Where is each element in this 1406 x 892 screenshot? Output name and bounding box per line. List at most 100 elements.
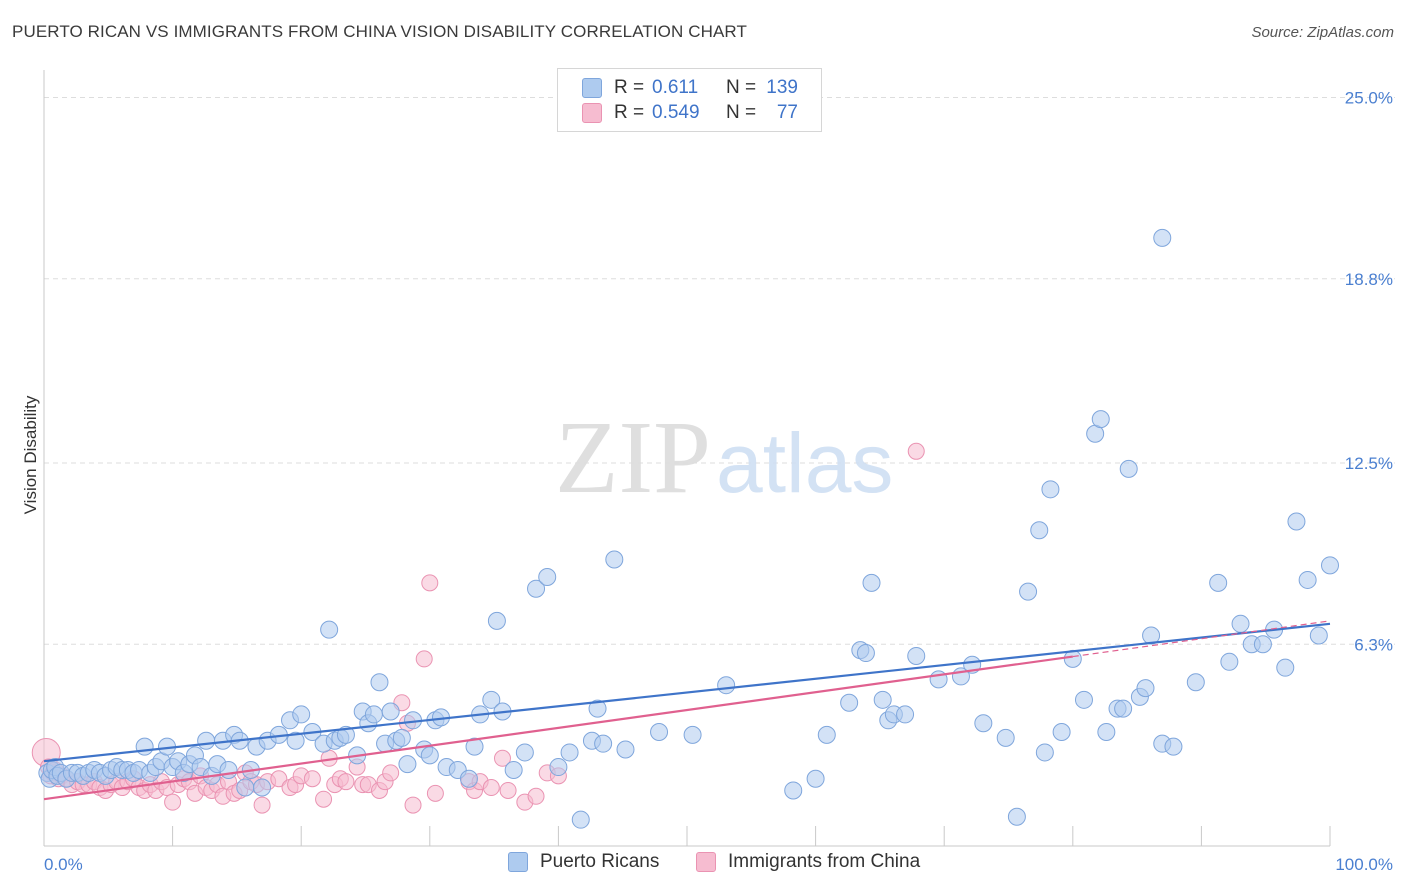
point-puerto-ricans (1164, 737, 1183, 756)
x-tick-label: 100.0% (1335, 855, 1393, 874)
point-puerto-ricans (1220, 652, 1239, 671)
watermark-atlas: atlas (716, 416, 893, 510)
point-puerto-ricans (996, 728, 1015, 747)
series-puerto-ricans (38, 228, 1339, 829)
point-puerto-ricans (650, 722, 669, 741)
legend-swatch-pink (582, 103, 602, 123)
point-puerto-ricans (286, 731, 305, 750)
point-puerto-ricans (219, 760, 238, 779)
point-puerto-ricans (856, 644, 875, 663)
point-puerto-ricans (1035, 743, 1054, 762)
point-puerto-ricans (236, 778, 255, 797)
source-label: Source: ZipAtlas.com (1251, 24, 1394, 41)
legend-item-puerto-ricans[interactable]: Puerto Ricans (508, 851, 659, 873)
point-puerto-ricans (1253, 635, 1272, 654)
point-puerto-ricans (392, 728, 411, 747)
point-puerto-ricans (1309, 626, 1328, 645)
point-immigrants-from-china (527, 787, 545, 805)
y-tick-label: 18.8% (1345, 270, 1393, 289)
point-puerto-ricans (398, 755, 417, 774)
legend-label: Immigrants from China (728, 851, 921, 872)
point-puerto-ricans (292, 705, 311, 724)
point-puerto-ricans (571, 810, 590, 829)
point-puerto-ricans (336, 725, 355, 744)
point-puerto-ricans (840, 693, 859, 712)
point-puerto-ricans (605, 550, 624, 569)
point-puerto-ricans (616, 740, 635, 759)
point-puerto-ricans (683, 725, 702, 744)
point-puerto-ricans (459, 769, 478, 788)
point-puerto-ricans (1091, 410, 1110, 429)
legend-label: Puerto Ricans (540, 851, 660, 872)
tick-labels: 6.3% 12.5% 18.8% 25.0% 0.0% 100.0% (44, 89, 1393, 874)
point-puerto-ricans (873, 690, 892, 709)
point-puerto-ricans (364, 705, 383, 724)
point-puerto-ricans (717, 676, 736, 695)
legend-r-label: R = (614, 77, 645, 98)
point-puerto-ricans (1136, 679, 1155, 698)
point-puerto-ricans (465, 737, 484, 756)
legend-r-value: 0.611 (652, 77, 699, 98)
legend-r-label: R = (614, 102, 645, 123)
point-puerto-ricans (381, 702, 400, 721)
chart-title: PUERTO RICAN VS IMMIGRANTS FROM CHINA VI… (12, 22, 747, 41)
point-puerto-ricans (1007, 807, 1026, 826)
point-puerto-ricans (1074, 690, 1093, 709)
point-puerto-ricans (370, 673, 389, 692)
point-puerto-ricans (1231, 614, 1250, 633)
point-puerto-ricans (538, 568, 557, 587)
point-puerto-ricans (784, 781, 803, 800)
point-puerto-ricans (504, 760, 523, 779)
watermark: ZIP atlas (555, 400, 893, 515)
point-puerto-ricans (896, 705, 915, 724)
point-puerto-ricans (817, 725, 836, 744)
point-puerto-ricans (527, 579, 546, 598)
point-immigrants-from-china (382, 764, 400, 782)
trend-lines (43, 620, 1331, 801)
grid-lines (44, 97, 1395, 645)
y-tick-label: 12.5% (1345, 454, 1393, 473)
point-immigrants-from-china (426, 784, 444, 802)
legend-n-label: N = (726, 77, 757, 98)
point-puerto-ricans (974, 714, 993, 733)
point-puerto-ricans (1119, 459, 1138, 478)
legend-row-immigrants-from-china: R = 0.549 N = 77 (582, 101, 798, 125)
point-puerto-ricans (549, 758, 568, 777)
point-puerto-ricans (135, 737, 154, 756)
point-immigrants-from-china (270, 770, 288, 788)
point-puerto-ricans (1114, 699, 1133, 718)
legend-swatch-pink (696, 852, 716, 872)
trend-line-puerto-ricans (43, 622, 1331, 763)
point-puerto-ricans (253, 778, 272, 797)
point-immigrants-from-china (404, 796, 422, 814)
point-immigrants-from-china (415, 650, 433, 668)
y-tick-label: 25.0% (1345, 89, 1393, 108)
point-puerto-ricans (560, 743, 579, 762)
y-axis-label: Vision Disability (21, 395, 40, 514)
point-puerto-ricans (594, 734, 613, 753)
legend-stats: R = 0.611 N = 139 R = 0.549 N = 77 (557, 68, 822, 132)
point-puerto-ricans (487, 611, 506, 630)
legend-swatch-blue (508, 852, 528, 872)
point-puerto-ricans (806, 769, 825, 788)
point-puerto-ricans (1276, 658, 1295, 677)
point-puerto-ricans (1019, 582, 1038, 601)
point-puerto-ricans (320, 620, 339, 639)
point-puerto-ricans (1298, 570, 1317, 589)
point-immigrants-from-china (253, 796, 271, 814)
point-puerto-ricans (1209, 573, 1228, 592)
point-puerto-ricans (1287, 512, 1306, 531)
watermark-zip: ZIP (555, 400, 711, 515)
point-puerto-ricans (1041, 480, 1060, 499)
point-puerto-ricans (1052, 722, 1071, 741)
axes (43, 70, 1331, 847)
legend-swatch-blue (582, 78, 602, 98)
legend-n-value: 139 (766, 77, 798, 98)
legend-item-immigrants-from-china[interactable]: Immigrants from China (696, 851, 920, 873)
legend-n-value: 77 (776, 102, 798, 123)
point-immigrants-from-china (907, 442, 925, 460)
point-puerto-ricans (1030, 521, 1049, 540)
point-puerto-ricans (197, 731, 216, 750)
point-puerto-ricans (482, 690, 501, 709)
